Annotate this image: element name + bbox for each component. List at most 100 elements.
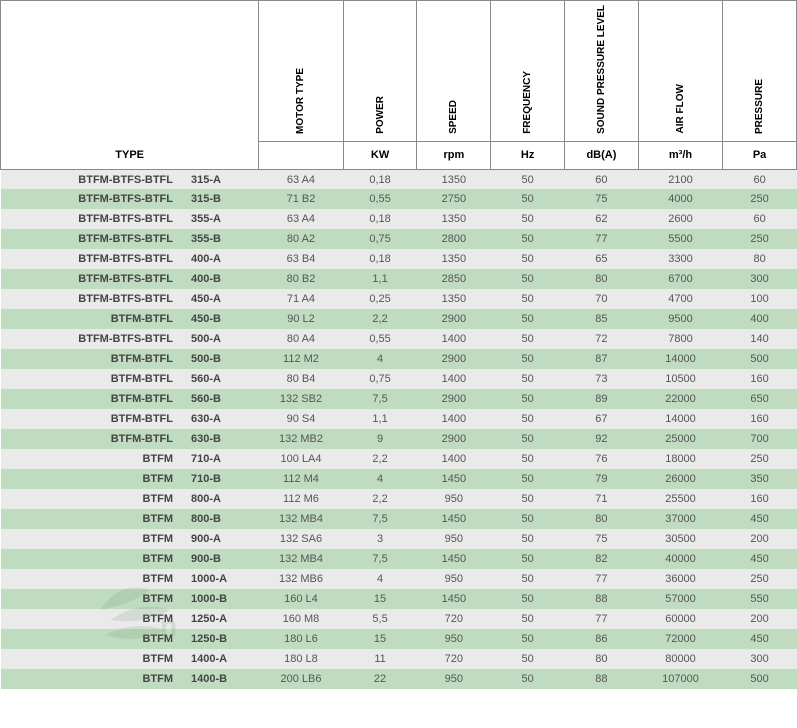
header-airflow: AIR FLOW	[638, 1, 722, 142]
cell-airflow: 72000	[638, 629, 722, 649]
header-sound: SOUND PRESSURE LEVEL	[565, 1, 639, 142]
cell-freq: 50	[491, 509, 565, 529]
cell-freq: 50	[491, 369, 565, 389]
cell-motor: 200 LB6	[259, 669, 343, 689]
cell-type1: BTFM	[1, 569, 186, 589]
cell-motor: 100 LA4	[259, 449, 343, 469]
cell-sound: 67	[565, 409, 639, 429]
table-row: BTFM-BTFS-BTFL315-A63 A40,18135050602100…	[1, 169, 797, 189]
cell-airflow: 36000	[638, 569, 722, 589]
cell-power: 9	[343, 429, 417, 449]
cell-type1: BTFM	[1, 649, 186, 669]
cell-power: 4	[343, 569, 417, 589]
table-row: BTFM-BTFL500-B112 M242900508714000500	[1, 349, 797, 369]
header-type: TYPE	[1, 1, 259, 170]
cell-pressure: 650	[723, 389, 797, 409]
cell-sound: 75	[565, 189, 639, 209]
table-row: BTFM-BTFS-BTFL355-B80 A20,75280050775500…	[1, 229, 797, 249]
table-row: BTFM-BTFL630-B132 MB292900509225000700	[1, 429, 797, 449]
cell-type1: BTFM	[1, 449, 186, 469]
cell-power: 11	[343, 649, 417, 669]
cell-freq: 50	[491, 269, 565, 289]
cell-power: 15	[343, 629, 417, 649]
cell-type2: 630-A	[185, 409, 259, 429]
cell-power: 0,18	[343, 169, 417, 189]
cell-speed: 2750	[417, 189, 491, 209]
cell-pressure: 300	[723, 649, 797, 669]
cell-speed: 1350	[417, 209, 491, 229]
cell-airflow: 14000	[638, 409, 722, 429]
cell-motor: 80 B2	[259, 269, 343, 289]
cell-freq: 50	[491, 389, 565, 409]
cell-sound: 80	[565, 509, 639, 529]
cell-type1: BTFM	[1, 469, 186, 489]
table-row: BTFM-BTFS-BTFL500-A80 A40,55140050727800…	[1, 329, 797, 349]
table-row: BTFM710-B112 M441450507926000350	[1, 469, 797, 489]
cell-type2: 800-A	[185, 489, 259, 509]
header-frequency: FREQUENCY	[491, 1, 565, 142]
cell-type1: BTFM-BTFS-BTFL	[1, 189, 186, 209]
cell-sound: 82	[565, 549, 639, 569]
cell-speed: 1350	[417, 289, 491, 309]
cell-type1: BTFM	[1, 529, 186, 549]
cell-speed: 720	[417, 609, 491, 629]
cell-type2: 500-B	[185, 349, 259, 369]
cell-sound: 65	[565, 249, 639, 269]
cell-motor: 71 B2	[259, 189, 343, 209]
cell-motor: 132 MB6	[259, 569, 343, 589]
cell-pressure: 250	[723, 229, 797, 249]
cell-speed: 950	[417, 629, 491, 649]
cell-airflow: 4700	[638, 289, 722, 309]
cell-sound: 87	[565, 349, 639, 369]
cell-freq: 50	[491, 429, 565, 449]
cell-airflow: 26000	[638, 469, 722, 489]
unit-power: KW	[343, 141, 417, 169]
cell-speed: 2900	[417, 349, 491, 369]
cell-sound: 60	[565, 169, 639, 189]
unit-sound: dB(A)	[565, 141, 639, 169]
cell-pressure: 200	[723, 609, 797, 629]
cell-pressure: 60	[723, 209, 797, 229]
spec-table-container: TYPE MOTOR TYPE POWER SPEED FREQUENCY SO…	[0, 0, 797, 689]
table-row: BTFM1000-B160 L4151450508857000550	[1, 589, 797, 609]
cell-pressure: 80	[723, 249, 797, 269]
cell-airflow: 40000	[638, 549, 722, 569]
cell-type1: BTFM	[1, 549, 186, 569]
cell-motor: 180 L6	[259, 629, 343, 649]
cell-type1: BTFM-BTFL	[1, 409, 186, 429]
cell-type1: BTFM-BTFL	[1, 429, 186, 449]
cell-type2: 450-A	[185, 289, 259, 309]
cell-speed: 1450	[417, 589, 491, 609]
cell-freq: 50	[491, 589, 565, 609]
cell-freq: 50	[491, 649, 565, 669]
unit-speed: rpm	[417, 141, 491, 169]
table-row: BTFM-BTFL630-A90 S41,11400506714000160	[1, 409, 797, 429]
cell-airflow: 7800	[638, 329, 722, 349]
cell-freq: 50	[491, 609, 565, 629]
cell-airflow: 107000	[638, 669, 722, 689]
cell-sound: 80	[565, 269, 639, 289]
cell-pressure: 250	[723, 449, 797, 469]
cell-pressure: 160	[723, 369, 797, 389]
cell-pressure: 250	[723, 569, 797, 589]
cell-sound: 85	[565, 309, 639, 329]
cell-speed: 1450	[417, 469, 491, 489]
cell-speed: 1400	[417, 369, 491, 389]
cell-type1: BTFM	[1, 629, 186, 649]
cell-airflow: 2100	[638, 169, 722, 189]
cell-type2: 900-A	[185, 529, 259, 549]
table-row: BTFM-BTFS-BTFL450-A71 A40,25135050704700…	[1, 289, 797, 309]
cell-motor: 180 L8	[259, 649, 343, 669]
cell-airflow: 10500	[638, 369, 722, 389]
cell-motor: 71 A4	[259, 289, 343, 309]
table-row: BTFM-BTFS-BTFL400-A63 B40,18135050653300…	[1, 249, 797, 269]
table-row: BTFM800-B132 MB47,51450508037000450	[1, 509, 797, 529]
cell-speed: 1400	[417, 449, 491, 469]
cell-freq: 50	[491, 189, 565, 209]
cell-type1: BTFM-BTFL	[1, 389, 186, 409]
cell-motor: 112 M2	[259, 349, 343, 369]
cell-power: 7,5	[343, 549, 417, 569]
cell-type2: 800-B	[185, 509, 259, 529]
cell-speed: 950	[417, 569, 491, 589]
cell-sound: 79	[565, 469, 639, 489]
